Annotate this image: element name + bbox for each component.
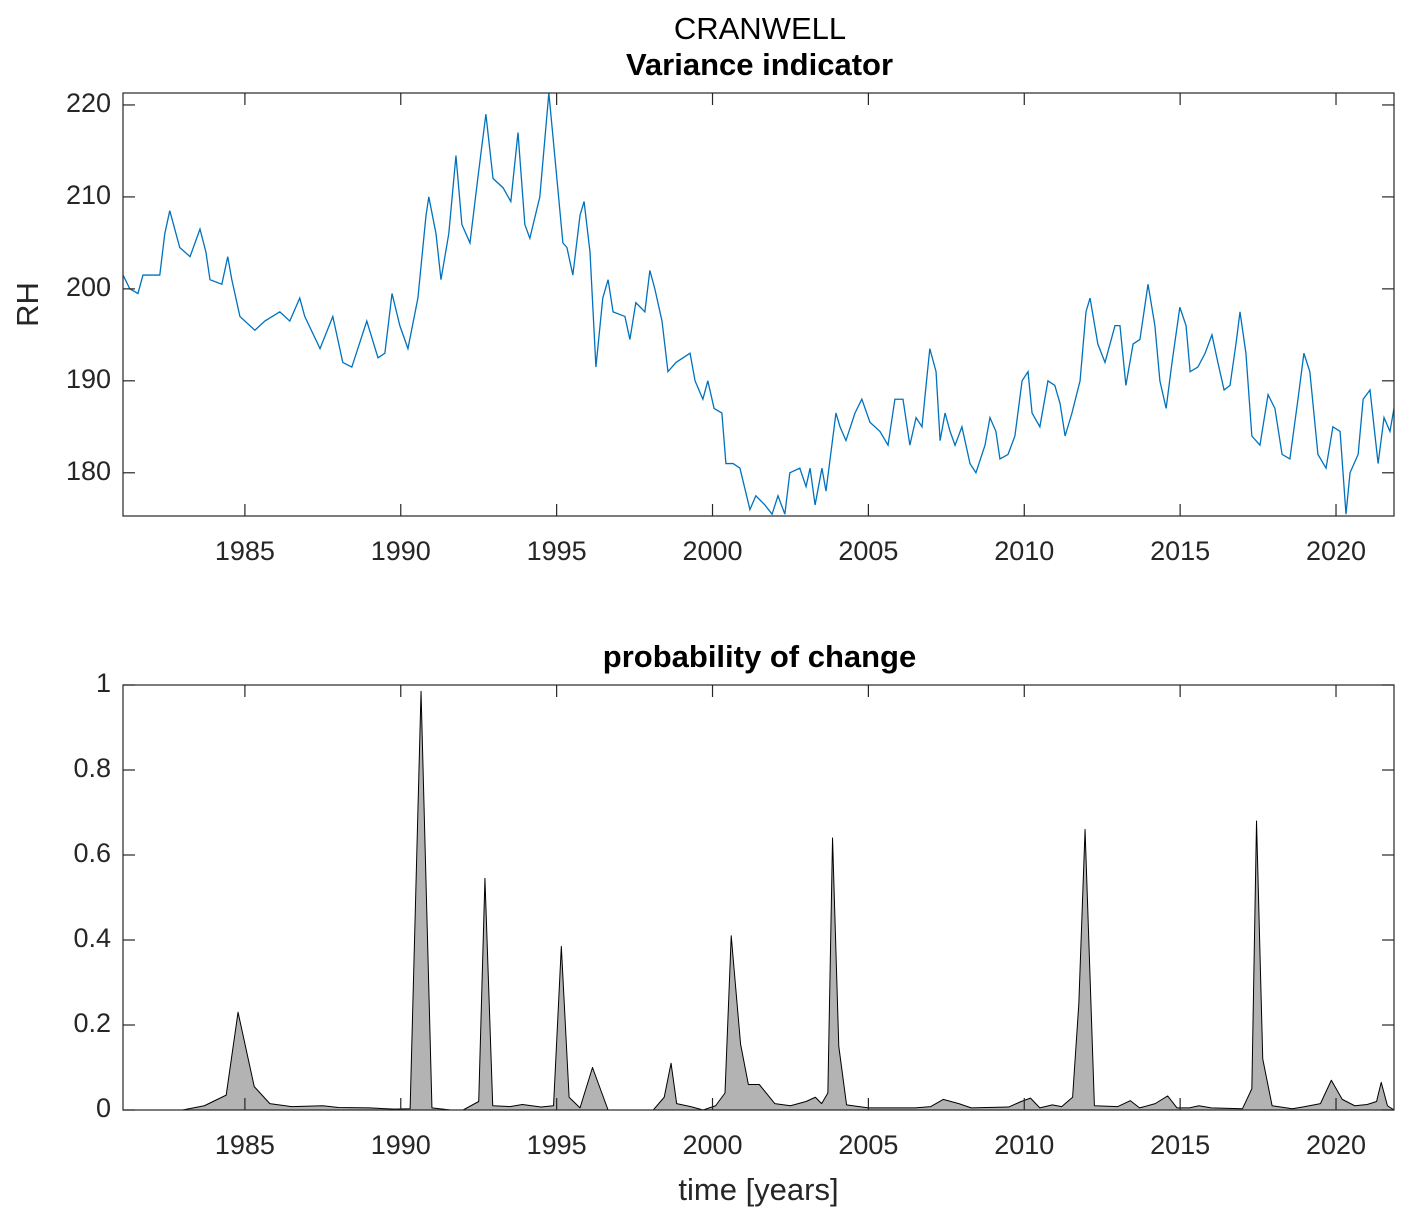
chart-title: probability of change bbox=[603, 639, 916, 674]
y-tick-label: 220 bbox=[66, 88, 111, 118]
y-tick-label: 0 bbox=[96, 1093, 111, 1123]
y-tick-label: 180 bbox=[66, 456, 111, 486]
x-tick-label: 1995 bbox=[527, 536, 587, 566]
y-tick-label: 190 bbox=[66, 364, 111, 394]
x-tick-label: 2010 bbox=[994, 1130, 1054, 1160]
chart-title: Variance indicator bbox=[626, 47, 893, 82]
data-line bbox=[123, 93, 1394, 516]
x-tick-label: 2010 bbox=[994, 536, 1054, 566]
x-tick-label: 1990 bbox=[371, 536, 431, 566]
figure-title: CRANWELL bbox=[674, 11, 846, 46]
x-tick-label: 2005 bbox=[838, 536, 898, 566]
x-tick-label: 2000 bbox=[682, 1130, 742, 1160]
x-tick-label: 1985 bbox=[215, 1130, 275, 1160]
y-tick-label: 200 bbox=[66, 272, 111, 302]
y-tick-label: 0.2 bbox=[73, 1008, 111, 1038]
y-tick-label: 0.8 bbox=[73, 753, 111, 783]
x-tick-label: 2015 bbox=[1150, 536, 1210, 566]
data-area bbox=[123, 690, 1394, 1110]
y-tick-label: 0.4 bbox=[73, 923, 111, 953]
x-tick-label: 2015 bbox=[1150, 1130, 1210, 1160]
x-tick-label: 1990 bbox=[371, 1130, 431, 1160]
y-tick-label: 210 bbox=[66, 180, 111, 210]
x-tick-label: 2000 bbox=[682, 536, 742, 566]
plot-area bbox=[123, 93, 1394, 516]
x-tick-label: 1985 bbox=[215, 536, 275, 566]
x-tick-label: 2020 bbox=[1306, 1130, 1366, 1160]
y-tick-label: 0.6 bbox=[73, 838, 111, 868]
x-tick-label: 1995 bbox=[527, 1130, 587, 1160]
plot-area bbox=[123, 690, 1394, 1110]
y-axis-label: RH bbox=[10, 282, 45, 327]
axes-box bbox=[122, 92, 1395, 517]
x-tick-label: 2020 bbox=[1306, 536, 1366, 566]
x-tick-label: 2005 bbox=[838, 1130, 898, 1160]
x-axis-label: time [years] bbox=[678, 1172, 838, 1207]
axes-box bbox=[122, 684, 1395, 1111]
y-tick-label: 1 bbox=[96, 668, 111, 698]
